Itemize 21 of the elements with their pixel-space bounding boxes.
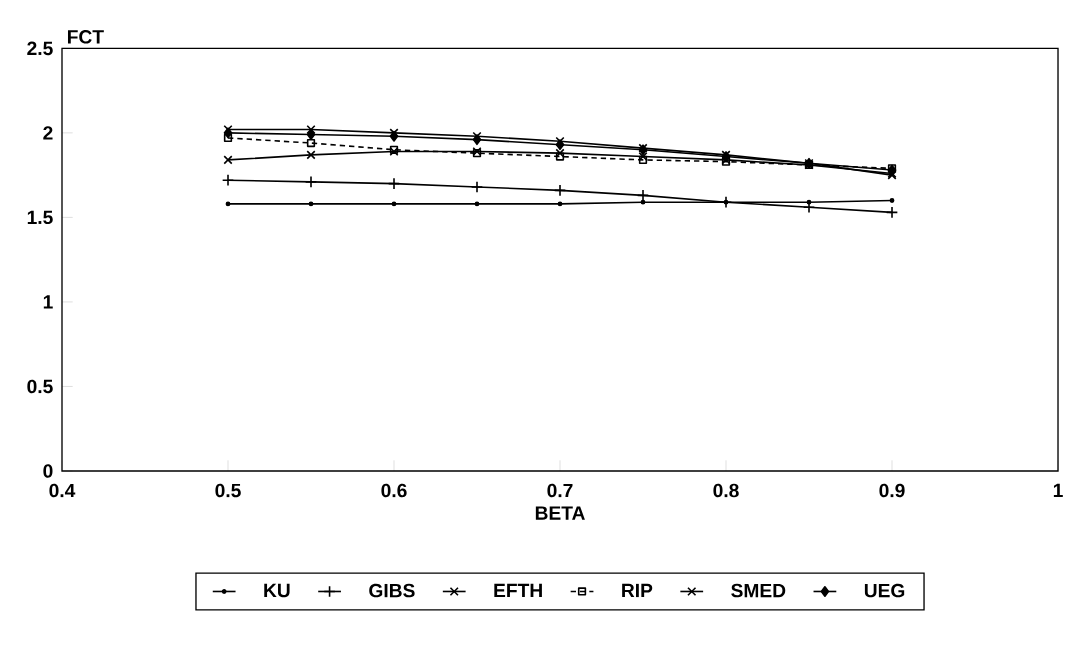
x-tick-label: 0.4 — [49, 483, 76, 498]
legend-label: RIP — [622, 583, 653, 598]
x-tick-label: 0.6 — [381, 483, 407, 498]
y-tick-label: 0 — [43, 464, 53, 478]
y-tick-label: 2 — [43, 126, 53, 140]
y-axis-title: FCT — [67, 30, 104, 44]
legend-label: SMED — [731, 583, 786, 598]
x-tick-label: 1 — [1053, 483, 1063, 497]
y-tick-label: 1 — [43, 295, 53, 309]
y-tick-label: 0.5 — [27, 379, 53, 394]
x-tick-label: 0.9 — [879, 483, 905, 498]
legend-label: GIBS — [369, 583, 415, 598]
x-tick-label: 0.7 — [547, 483, 573, 498]
y-tick-label: 1.5 — [27, 210, 53, 225]
y-tick-label: 2.5 — [27, 41, 53, 56]
x-axis-title: BETA — [535, 506, 585, 520]
x-tick-label: 0.8 — [713, 483, 739, 498]
x-tick-label: 0.5 — [215, 483, 241, 498]
legend-label: KU — [264, 583, 290, 598]
legend-label: EFTH — [494, 583, 542, 598]
legend-label: UEG — [864, 583, 905, 598]
